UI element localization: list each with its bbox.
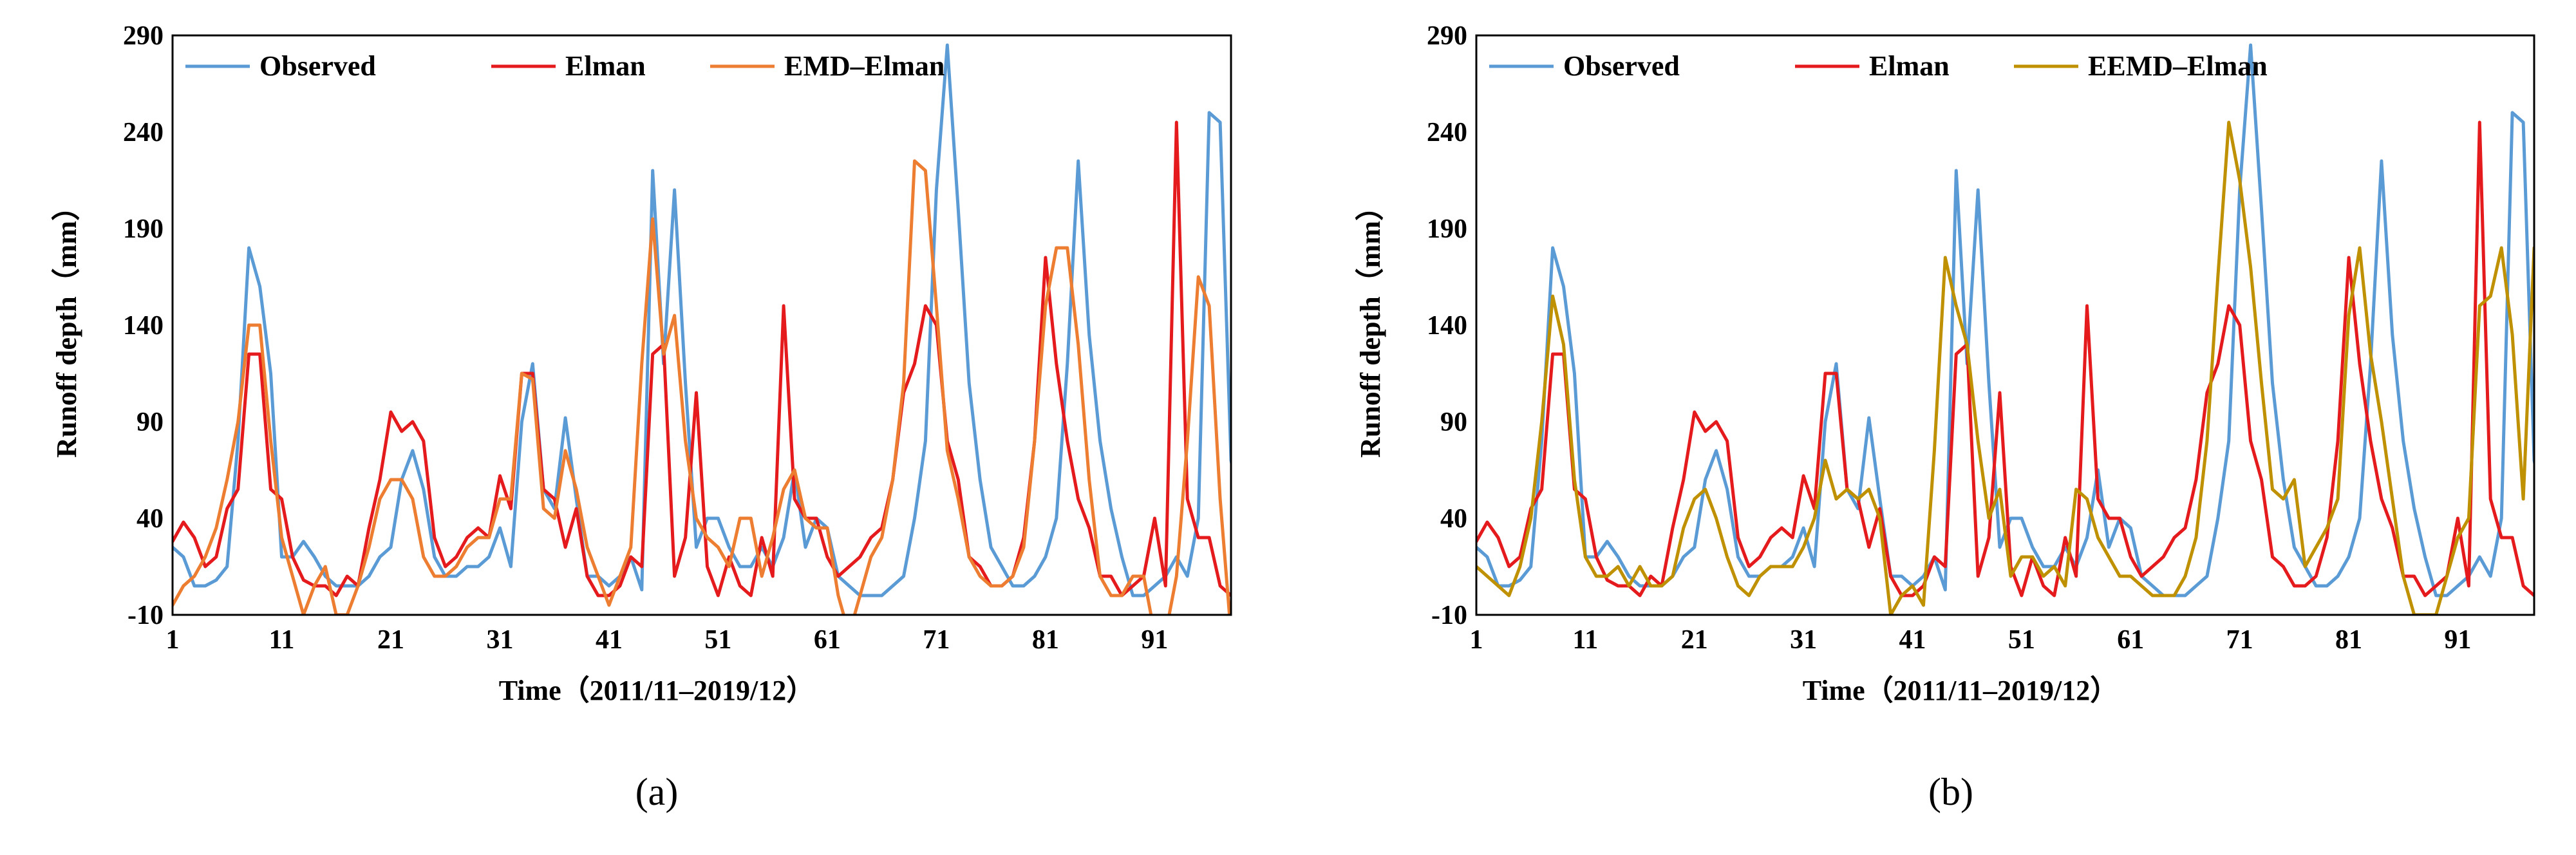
y-tick-label: 140	[123, 311, 164, 341]
x-tick-label: 1	[166, 625, 180, 655]
y-tick-label: 290	[123, 21, 164, 51]
x-tick-label: 31	[486, 625, 513, 655]
x-tick-label: 41	[1899, 625, 1926, 655]
x-tick-label: 21	[1681, 625, 1708, 655]
y-tick-label: 40	[1440, 504, 1467, 534]
x-tick-label: 61	[814, 625, 841, 655]
y-tick-label: 240	[123, 118, 164, 147]
y-tick-label: 140	[1427, 311, 1467, 341]
series-line-elman	[173, 120, 1231, 597]
x-tick-label: 91	[2444, 625, 2471, 655]
y-tick-label: 40	[136, 504, 164, 534]
y-tick-label: 290	[1427, 21, 1467, 51]
plot-frame	[1475, 34, 2535, 616]
x-tick-label: 31	[1790, 625, 1817, 655]
legend-label: EMD–Elman	[784, 50, 945, 82]
x-tick-label: 11	[1573, 625, 1599, 655]
x-tick-label: 71	[2226, 625, 2253, 655]
x-axis-label: Time（2011/11–2019/12）	[499, 675, 815, 706]
x-tick-label: 71	[923, 625, 950, 655]
x-tick-label: 1	[1470, 625, 1483, 655]
panel-label: (a)	[635, 771, 679, 813]
legend-label: Elman	[565, 50, 646, 82]
legend-label: EEMD–Elman	[2088, 50, 2268, 82]
x-tick-label: 91	[1141, 625, 1168, 655]
legend-label: Observed	[259, 50, 376, 82]
x-tick-label: 81	[1032, 625, 1059, 655]
x-tick-label: 51	[2008, 625, 2035, 655]
series-group	[1476, 43, 2534, 615]
x-tick-label: 11	[269, 625, 295, 655]
legend-label: Observed	[1563, 50, 1680, 82]
x-tick-label: 81	[2335, 625, 2362, 655]
y-tick-label: -10	[127, 601, 164, 630]
x-tick-label: 41	[596, 625, 623, 655]
y-axis-label: Runoff depth（mm）	[1355, 193, 1386, 458]
x-tick-label: 51	[704, 625, 731, 655]
y-tick-label: -10	[1431, 601, 1467, 630]
y-tick-label: 90	[1440, 408, 1467, 437]
y-tick-label: 190	[1427, 214, 1467, 244]
plot-frame	[171, 34, 1232, 616]
x-tick-label: 61	[2117, 625, 2144, 655]
panel-label: (b)	[1928, 771, 1973, 813]
series-group	[173, 43, 1231, 615]
series-line-eemd-elman	[1476, 120, 2534, 615]
series-line-emd-elman	[173, 159, 1231, 615]
series-line-elman	[1476, 120, 2534, 597]
x-tick-label: 21	[377, 625, 404, 655]
y-tick-label: 90	[136, 408, 164, 437]
x-axis-label: Time（2011/11–2019/12）	[1803, 675, 2119, 706]
series-line-observed	[173, 43, 1231, 597]
y-axis-label: Runoff depth（mm）	[51, 193, 82, 458]
y-tick-label: 190	[123, 214, 164, 244]
series-line-observed	[1476, 43, 2534, 597]
y-tick-label: 240	[1427, 118, 1467, 147]
legend-label: Elman	[1869, 50, 1950, 82]
